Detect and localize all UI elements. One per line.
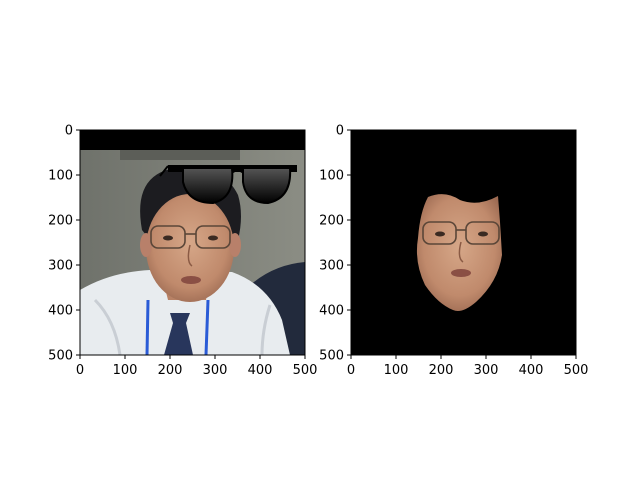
y-tick-label: 200 bbox=[48, 214, 73, 229]
x-tick-label: 200 bbox=[158, 363, 183, 378]
sunglasses-overlay bbox=[159, 165, 297, 205]
y-tick-label: 0 bbox=[336, 124, 344, 139]
y-tick-label: 0 bbox=[65, 124, 73, 139]
right-panel bbox=[351, 130, 576, 355]
y-tick-label: 400 bbox=[48, 304, 73, 319]
x-tick-label: 100 bbox=[113, 363, 138, 378]
eyeglasses bbox=[150, 225, 231, 249]
x-tick-label: 300 bbox=[474, 363, 499, 378]
y-tick-label: 400 bbox=[319, 304, 344, 319]
lanyard-right bbox=[204, 299, 210, 355]
y-tick-label: 100 bbox=[48, 169, 73, 184]
x-tick-label: 0 bbox=[347, 363, 355, 378]
x-tick-label: 200 bbox=[429, 363, 454, 378]
y-tick-label: 100 bbox=[319, 169, 344, 184]
x-tick-label: 300 bbox=[203, 363, 228, 378]
y-tick-label: 200 bbox=[319, 214, 344, 229]
tie bbox=[164, 313, 193, 355]
wall-trim bbox=[120, 150, 240, 160]
shirt bbox=[80, 270, 290, 355]
right-axes-frame bbox=[350, 129, 577, 356]
left-axes-frame bbox=[79, 129, 306, 356]
x-tick-label: 100 bbox=[384, 363, 409, 378]
x-tick-label: 500 bbox=[293, 363, 318, 378]
mask-eyeglasses bbox=[422, 221, 500, 245]
left-panel bbox=[80, 130, 305, 355]
x-tick-label: 400 bbox=[248, 363, 273, 378]
y-tick-label: 300 bbox=[319, 259, 344, 274]
y-tick-label: 500 bbox=[48, 349, 73, 364]
top-black-band bbox=[80, 130, 305, 150]
lanyard-left bbox=[145, 299, 150, 355]
y-tick-label: 500 bbox=[319, 349, 344, 364]
mouth bbox=[181, 276, 201, 284]
x-tick-label: 500 bbox=[564, 363, 589, 378]
x-tick-label: 400 bbox=[519, 363, 544, 378]
y-tick-label: 300 bbox=[48, 259, 73, 274]
x-tick-label: 0 bbox=[76, 363, 84, 378]
